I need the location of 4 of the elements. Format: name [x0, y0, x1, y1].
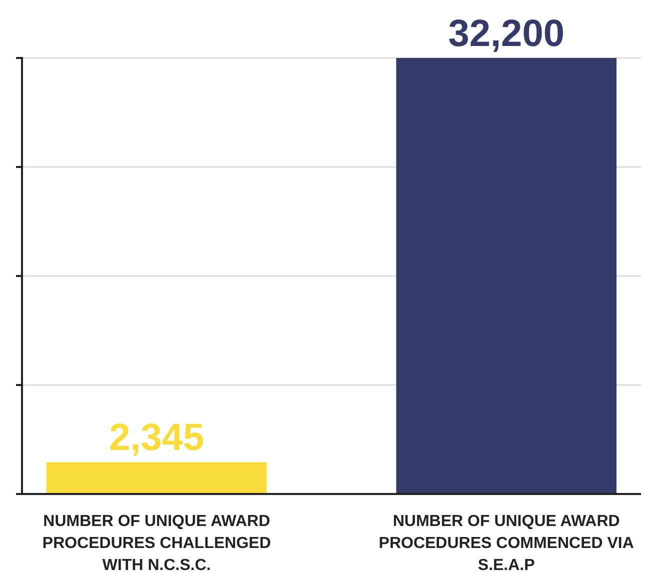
x-tick-label: NUMBER OF UNIQUE AWARD PROCEDURES CHALLENGED WITH N.C.S.C. — [42, 513, 271, 574]
data-label: 2,345 — [109, 417, 204, 460]
data-label: 32,200 — [448, 13, 564, 55]
x-tick-label: NUMBER OF UNIQUE AWARD PROCEDURES COMMENCED VIA S.E.A.P — [378, 513, 634, 574]
